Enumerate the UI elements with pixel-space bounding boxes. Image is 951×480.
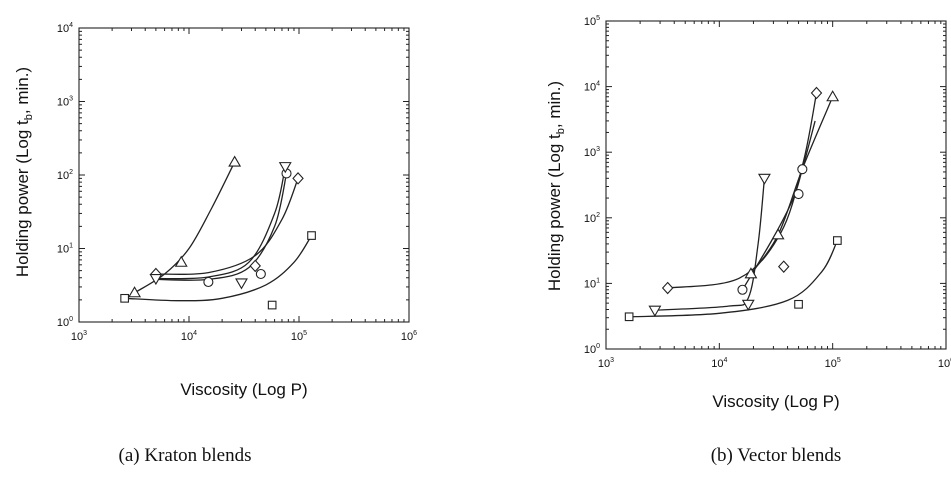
data-point-circle [737, 284, 748, 295]
x-axis-title: Viscosity (Log P) [712, 392, 839, 411]
data-point-triangle-down [648, 305, 662, 317]
data-point-triangle-up [128, 286, 142, 298]
data-point-circle [797, 164, 808, 175]
data-point-triangle-up [771, 228, 785, 240]
data-point-triangle-down [757, 173, 771, 185]
data-point-triangle-down [235, 278, 248, 290]
fit-curve-triangle-down [654, 178, 766, 311]
y-tick-label: 101 [57, 243, 73, 256]
fit-curve-diamond [667, 92, 818, 289]
y-tick-label: 102 [57, 169, 73, 182]
y-axis-title: Holding power (Log tb, min.) [13, 67, 35, 277]
fit-curve-square [629, 240, 838, 318]
x-tick-label: 103 [598, 357, 614, 370]
data-point-triangle-up [826, 90, 840, 102]
data-point-square [120, 293, 129, 303]
fit-curve-circle [155, 173, 288, 281]
fit-curve-diamond [155, 178, 299, 276]
y-tick-label: 100 [584, 343, 600, 356]
data-point-diamond [810, 86, 823, 100]
x-tick-label: 105 [825, 357, 841, 370]
data-point-diamond [661, 281, 674, 295]
plot-frame [78, 27, 410, 323]
fit-curve-circle [741, 120, 816, 291]
data-point-diamond [292, 172, 304, 185]
data-point-diamond [249, 259, 261, 273]
data-point-circle [793, 189, 804, 200]
data-point-triangle-up [744, 267, 758, 279]
x-tick-label: 104 [181, 330, 197, 343]
plot-frame [605, 20, 947, 350]
fit-curve-triangle-up [134, 161, 236, 294]
data-point-square [267, 300, 277, 310]
fit-curve-square [124, 235, 313, 302]
data-point-triangle-up [174, 255, 188, 267]
x-tick-label: 106 [401, 330, 417, 343]
chart-caption: (b) Vector blends [711, 445, 842, 466]
data-point-triangle-up [228, 155, 242, 167]
x-tick-label: 104 [711, 357, 727, 370]
data-point-square [794, 299, 803, 309]
y-tick-label: 103 [584, 146, 600, 159]
data-point-triangle-down [278, 162, 292, 174]
data-point-circle [255, 268, 266, 280]
x-axis-title: Viscosity (Log P) [180, 380, 307, 399]
y-tick-label: 104 [57, 22, 73, 35]
data-point-triangle-down [149, 274, 163, 286]
y-tick-label: 100 [57, 316, 73, 329]
data-point-square [624, 312, 634, 322]
chart-vector-blends: 103 104 105 106 100 101 102 103 104 105 Viscosity … [545, 15, 951, 466]
fit-curve-triangle-up [750, 96, 834, 275]
y-tick-label: 102 [584, 212, 600, 225]
y-tick-label: 103 [57, 96, 73, 109]
chart-caption: (a) Kraton blends [119, 445, 252, 466]
data-point-circle [203, 276, 214, 288]
data-point-diamond [777, 260, 790, 273]
data-point-triangle-down [741, 299, 755, 311]
x-tick-label: 103 [71, 330, 87, 343]
y-tick-label: 104 [584, 81, 600, 94]
x-tick-label: 106 [938, 357, 951, 370]
chart-kraton-blends: 103 104 105 106 100 101 102 103 104 Viscosity (Lo… [13, 22, 417, 466]
y-tick-label: 105 [584, 15, 600, 28]
x-tick-label: 105 [291, 330, 307, 343]
y-axis-title: Holding power (Log tb, min.) [545, 81, 567, 291]
data-point-square [833, 236, 842, 245]
y-tick-label: 101 [584, 277, 600, 290]
fit-curve-triangle-down [155, 166, 286, 280]
data-point-square [307, 231, 316, 240]
